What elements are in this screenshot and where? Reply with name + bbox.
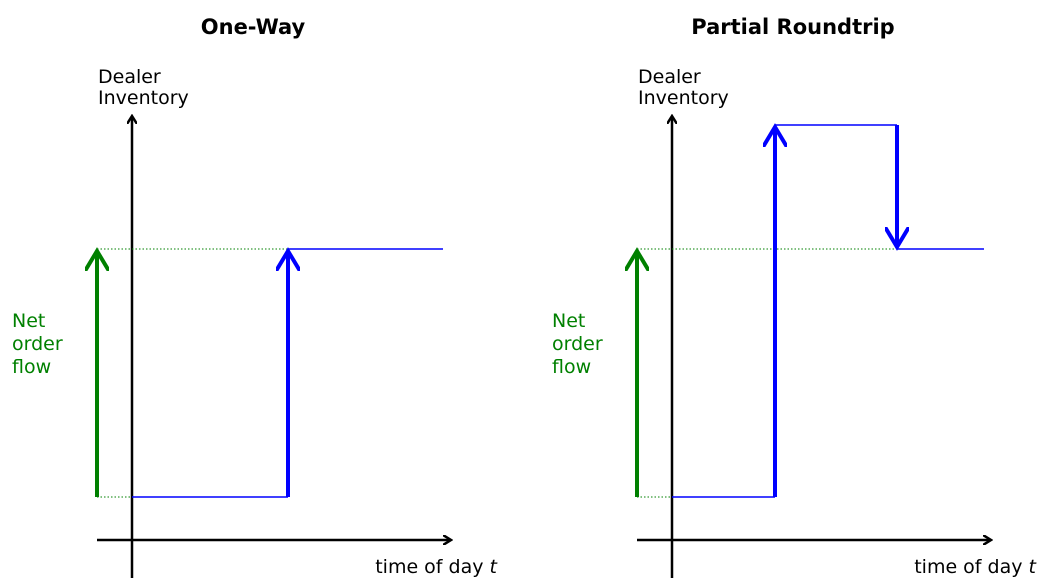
x-label: time of day t bbox=[375, 556, 498, 578]
flow-label: order bbox=[12, 333, 63, 355]
y-label: Dealer bbox=[98, 66, 161, 88]
panel-title: One-Way bbox=[201, 15, 306, 39]
flow-label: flow bbox=[552, 356, 591, 378]
panel-one-way: One-Way Dealer Inventory Net order flow … bbox=[12, 15, 499, 578]
flow-label: flow bbox=[12, 356, 51, 378]
flow-label: Net bbox=[552, 310, 585, 332]
panel-title: Partial Roundtrip bbox=[691, 15, 894, 39]
y-label: Inventory bbox=[638, 87, 729, 109]
y-label: Inventory bbox=[98, 87, 189, 109]
y-label: Dealer bbox=[638, 66, 701, 88]
flow-label: order bbox=[552, 333, 603, 355]
flow-label: Net bbox=[12, 310, 45, 332]
x-label: time of day t bbox=[914, 556, 1037, 578]
panel-partial-roundtrip: Partial Roundtrip Dealer Inventory Net o… bbox=[552, 15, 1038, 578]
